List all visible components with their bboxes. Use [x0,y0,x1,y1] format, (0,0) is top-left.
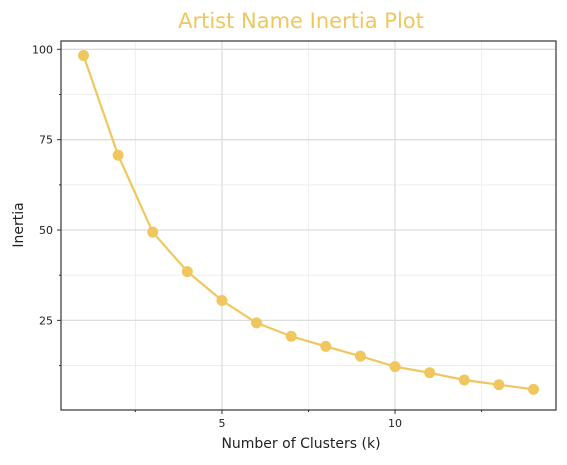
data-point [528,383,539,395]
data-point [78,49,89,61]
y-tick-label: 100 [32,43,53,56]
data-point [424,367,436,379]
data-point [320,340,332,352]
data-point [216,294,228,306]
y-axis-label: Inertia [11,202,27,247]
grid [61,41,556,410]
data-point [112,149,124,161]
data-point [147,226,159,238]
data-point [181,266,193,278]
data-point [458,374,470,386]
data-point [354,350,366,362]
y-tick-label: 75 [39,134,53,147]
y-tick-label: 50 [39,224,53,237]
chart-title: Artist Name Inertia Plot [178,9,424,33]
x-tick-label: 10 [388,417,402,430]
y-tick-label: 25 [39,314,53,327]
x-axis-label: Number of Clusters (k) [221,436,380,452]
data-point [251,317,263,329]
axis-ticks: 5 10 25 50 75 100 [32,43,483,430]
data-point [389,361,401,373]
data-point [493,379,505,391]
series-line [82,55,534,391]
x-tick-label: 5 [218,417,225,430]
data-point [285,330,297,342]
series-layer [78,49,539,395]
